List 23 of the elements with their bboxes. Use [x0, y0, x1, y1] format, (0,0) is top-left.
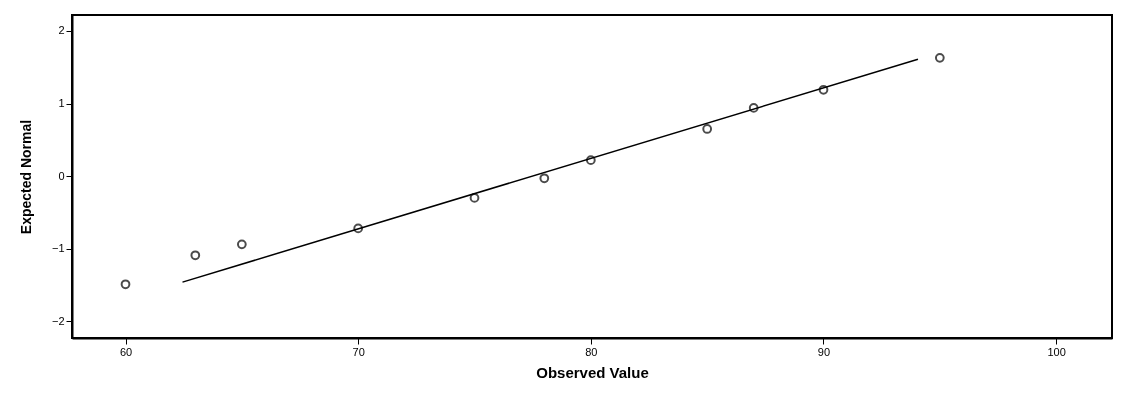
x-tick-label: 100	[1047, 345, 1066, 358]
y-tick-label: −2	[51, 314, 65, 327]
x-axis-title: Observed Value	[536, 363, 649, 381]
point	[190, 250, 201, 261]
x-tick-label: 90	[817, 345, 831, 358]
x-tick-label: 70	[352, 345, 365, 358]
point	[469, 193, 480, 203]
y-tick-label: −1	[51, 242, 65, 255]
point	[236, 239, 247, 250]
y-tick-label: 1	[58, 97, 65, 110]
point	[353, 223, 364, 234]
point	[818, 84, 829, 95]
point	[585, 155, 596, 166]
point	[748, 103, 759, 113]
point	[702, 124, 713, 134]
point	[120, 279, 131, 290]
point	[539, 173, 550, 184]
y-tick-label: 2	[58, 24, 65, 37]
y-tick-label: 0	[58, 169, 65, 182]
y-axis-title: Expected Normal	[17, 119, 34, 235]
point	[934, 52, 945, 63]
x-tick-label: 60	[119, 345, 133, 358]
x-tick-label: 80	[585, 345, 598, 358]
